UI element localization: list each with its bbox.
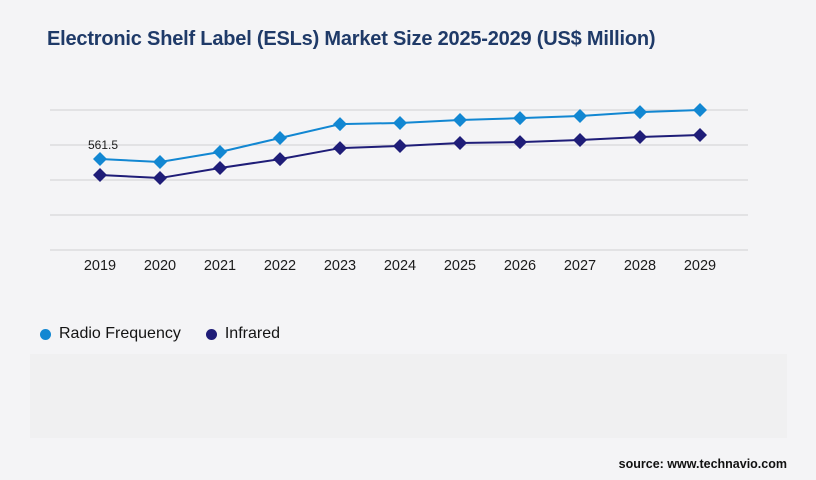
marker-radio-frequency-2022 xyxy=(273,131,287,146)
marker-radio-frequency-2024 xyxy=(393,115,407,130)
chart-title: Electronic Shelf Label (ESLs) Market Siz… xyxy=(47,28,656,50)
marker-radio-frequency-2021 xyxy=(213,144,227,159)
x-tick-label-2025: 2025 xyxy=(444,258,476,274)
marker-infrared-2023 xyxy=(333,141,347,156)
background-panel xyxy=(30,354,787,438)
legend-label-infrared: Infrared xyxy=(224,325,280,342)
marker-radio-frequency-2025 xyxy=(453,113,467,128)
x-tick-label-2027: 2027 xyxy=(564,258,596,274)
marker-radio-frequency-2029 xyxy=(693,103,707,117)
marker-infrared-2027 xyxy=(573,132,587,147)
marker-radio-frequency-2026 xyxy=(513,111,527,126)
legend-item-radio-frequency: Radio Frequency xyxy=(40,325,181,343)
legend: Radio Frequency Infrared xyxy=(40,325,280,343)
marker-infrared-2025 xyxy=(453,136,467,151)
infrared-dot-icon xyxy=(205,328,217,340)
line-chart: 561.5 2019 2020 2021 2022 2023 2024 2025 2026 202… xyxy=(50,103,748,274)
marker-radio-frequency-2027 xyxy=(573,108,587,123)
marker-infrared-2026 xyxy=(513,135,527,150)
x-tick-label-2020: 2020 xyxy=(144,258,176,274)
data-label: 561.5 xyxy=(88,138,118,152)
marker-infrared-2019 xyxy=(93,167,107,182)
x-tick-label-2021: 2021 xyxy=(204,258,236,274)
marker-infrared-2029 xyxy=(693,127,707,142)
marker-radio-frequency-2028 xyxy=(633,105,647,120)
legend-label-radio-frequency: Radio Frequency xyxy=(59,325,181,342)
marker-infrared-2020 xyxy=(153,171,167,186)
marker-radio-frequency-2023 xyxy=(333,117,347,132)
x-tick-label-2026: 2026 xyxy=(504,258,536,274)
marker-infrared-2024 xyxy=(393,138,407,153)
marker-radio-frequency-2019 xyxy=(93,152,107,167)
radio-frequency-dot-icon xyxy=(40,328,51,340)
marker-infrared-2021 xyxy=(213,161,227,176)
legend-item-infrared: Infrared xyxy=(205,325,280,343)
x-tick-label-2022: 2022 xyxy=(264,258,296,274)
marker-infrared-2028 xyxy=(633,130,647,145)
x-tick-label-2023: 2023 xyxy=(324,258,356,274)
x-tick-label-2028: 2028 xyxy=(624,258,656,274)
x-tick-label-2024: 2024 xyxy=(384,258,416,274)
x-tick-label-2029: 2029 xyxy=(684,258,716,274)
x-tick-label-2019: 2019 xyxy=(84,258,116,274)
marker-infrared-2022 xyxy=(273,152,287,167)
marker-radio-frequency-2020 xyxy=(153,155,167,170)
source-credit: source: www.technavio.com xyxy=(618,457,787,471)
